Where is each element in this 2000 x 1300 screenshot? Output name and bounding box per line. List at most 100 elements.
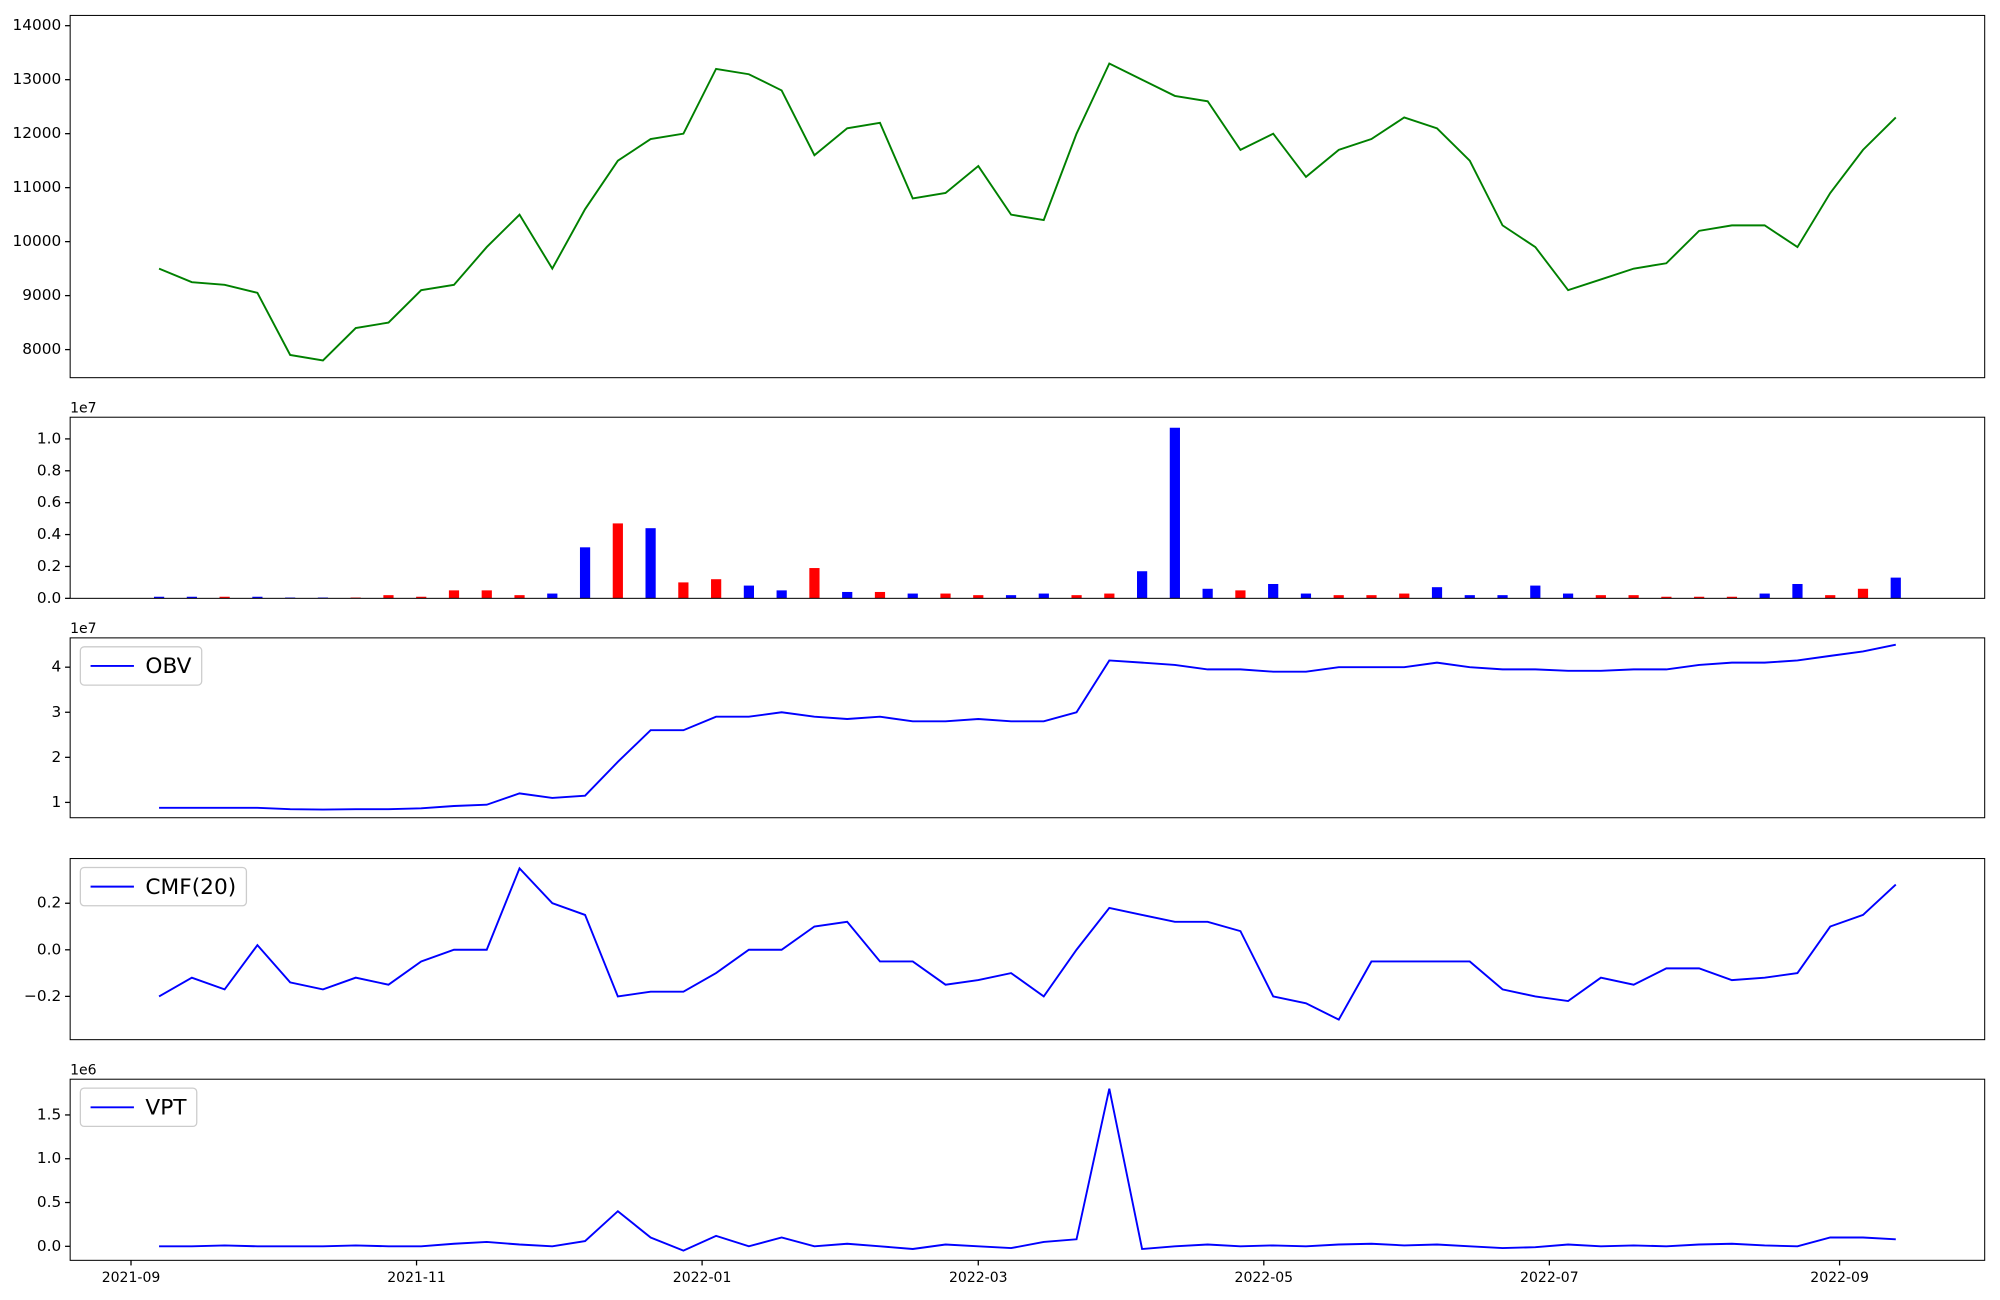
volume-bar <box>1235 590 1246 599</box>
legend-box <box>79 866 248 907</box>
volume-bar <box>1562 593 1574 599</box>
y-tick-label: 1.5 <box>37 1105 61 1123</box>
volume-bar <box>579 547 591 599</box>
legend-box <box>79 1087 198 1128</box>
volume-bar <box>809 568 820 599</box>
volume-bar <box>776 590 787 599</box>
volume-bar <box>1202 588 1213 599</box>
y-tick-label: 0.0 <box>37 589 61 607</box>
volume-bar <box>1792 583 1803 599</box>
y-tick-label: 0.4 <box>37 525 61 543</box>
y-tick-label: 0.8 <box>37 461 61 479</box>
y-tick-label: −0.2 <box>24 987 61 1005</box>
x-tick-label: 2022-09 <box>1810 1270 1869 1286</box>
volume-bar <box>1595 595 1606 599</box>
y-tick-label: 2 <box>51 748 61 766</box>
volume-bar <box>416 596 427 599</box>
volume-bar <box>481 590 492 599</box>
volume-bar <box>1038 593 1049 599</box>
volume-bar <box>842 591 853 599</box>
volume-bar <box>678 582 689 599</box>
offset-label: 1e7 <box>70 621 96 637</box>
legend-label: VPT <box>145 1096 187 1121</box>
volume-bar <box>1857 588 1869 599</box>
y-tick-label: 0.6 <box>37 493 61 511</box>
volume-bar <box>907 593 918 599</box>
volume-bar <box>1464 595 1475 599</box>
x-tick-label: 2021-11 <box>387 1270 446 1286</box>
volume-bar <box>612 523 623 599</box>
x-tick-label: 2022-01 <box>673 1270 732 1286</box>
volume-bar <box>1825 595 1836 599</box>
y-tick-label: 1.0 <box>37 429 61 447</box>
y-tick-label: 8000 <box>22 340 61 358</box>
volume-bar <box>1759 593 1770 599</box>
y-tick-label: 10000 <box>13 232 62 250</box>
legend-box <box>79 646 203 686</box>
volume-bar <box>1431 587 1443 599</box>
axes-frame <box>69 858 1986 1041</box>
volume-bar <box>1300 593 1312 599</box>
axes-frame <box>69 1078 1986 1261</box>
x-tick-label: 2022-03 <box>949 1270 1008 1286</box>
line-series <box>158 866 1897 1021</box>
legend-label: CMF(20) <box>145 875 236 900</box>
volume-bar <box>1005 595 1017 599</box>
legend-label: OBV <box>145 654 191 679</box>
volume-bar <box>645 528 656 599</box>
volume-bar <box>153 596 165 599</box>
volume-bar <box>1497 595 1508 599</box>
y-tick-label: 14000 <box>13 16 62 34</box>
y-tick-label: 11000 <box>13 178 62 196</box>
y-tick-label: 1 <box>51 793 61 811</box>
volume-bar <box>1628 595 1639 599</box>
volume-bar <box>547 593 558 599</box>
volume-bar <box>219 596 230 599</box>
volume-bar <box>1333 595 1344 599</box>
line-series <box>158 62 1897 362</box>
volume-bar <box>1726 596 1738 599</box>
line-series <box>159 643 1896 811</box>
volume-bar <box>383 595 394 599</box>
offset-label: 1e7 <box>70 400 96 416</box>
axes-frame <box>69 14 1986 379</box>
volume-bar <box>1071 595 1082 599</box>
y-tick-label: 3 <box>51 703 61 721</box>
x-tick-label: 2022-07 <box>1520 1270 1579 1286</box>
volume-bar <box>1530 585 1541 599</box>
line-series <box>159 1088 1896 1252</box>
axes-frame <box>69 416 1986 599</box>
volume-bar <box>1890 577 1901 599</box>
volume-bar <box>973 595 984 599</box>
axes-frame <box>69 637 1986 819</box>
x-tick-label: 2021-09 <box>102 1270 161 1286</box>
y-tick-label: 0.2 <box>37 557 61 575</box>
y-tick-label: 0.0 <box>37 1237 61 1255</box>
volume-bar <box>1268 583 1279 599</box>
volume-bar <box>1137 571 1148 599</box>
y-tick-label: 9000 <box>22 286 61 304</box>
y-tick-label: 4 <box>51 658 61 676</box>
volume-bar <box>874 591 886 599</box>
volume-bar <box>711 579 722 599</box>
volume-bar <box>448 590 460 599</box>
volume-bar <box>743 585 755 599</box>
volume-bar <box>1366 595 1377 599</box>
volume-bar <box>1104 593 1115 599</box>
volume-bar <box>514 595 525 599</box>
volume-bar <box>1694 596 1705 599</box>
y-tick-label: 12000 <box>13 124 62 142</box>
volume-bar <box>1661 596 1672 599</box>
y-tick-label: 0.2 <box>37 894 61 912</box>
offset-label: 1e6 <box>70 1062 97 1078</box>
y-tick-label: 13000 <box>13 70 62 88</box>
volume-bar <box>1399 593 1410 599</box>
volume-bar <box>1169 427 1180 599</box>
y-tick-label: 1.0 <box>37 1149 61 1167</box>
x-tick-label: 2022-05 <box>1235 1270 1294 1286</box>
y-tick-label: 0.5 <box>37 1193 61 1211</box>
y-tick-label: 0.0 <box>37 940 61 958</box>
volume-bar <box>186 596 197 599</box>
volume-bar <box>252 596 263 599</box>
